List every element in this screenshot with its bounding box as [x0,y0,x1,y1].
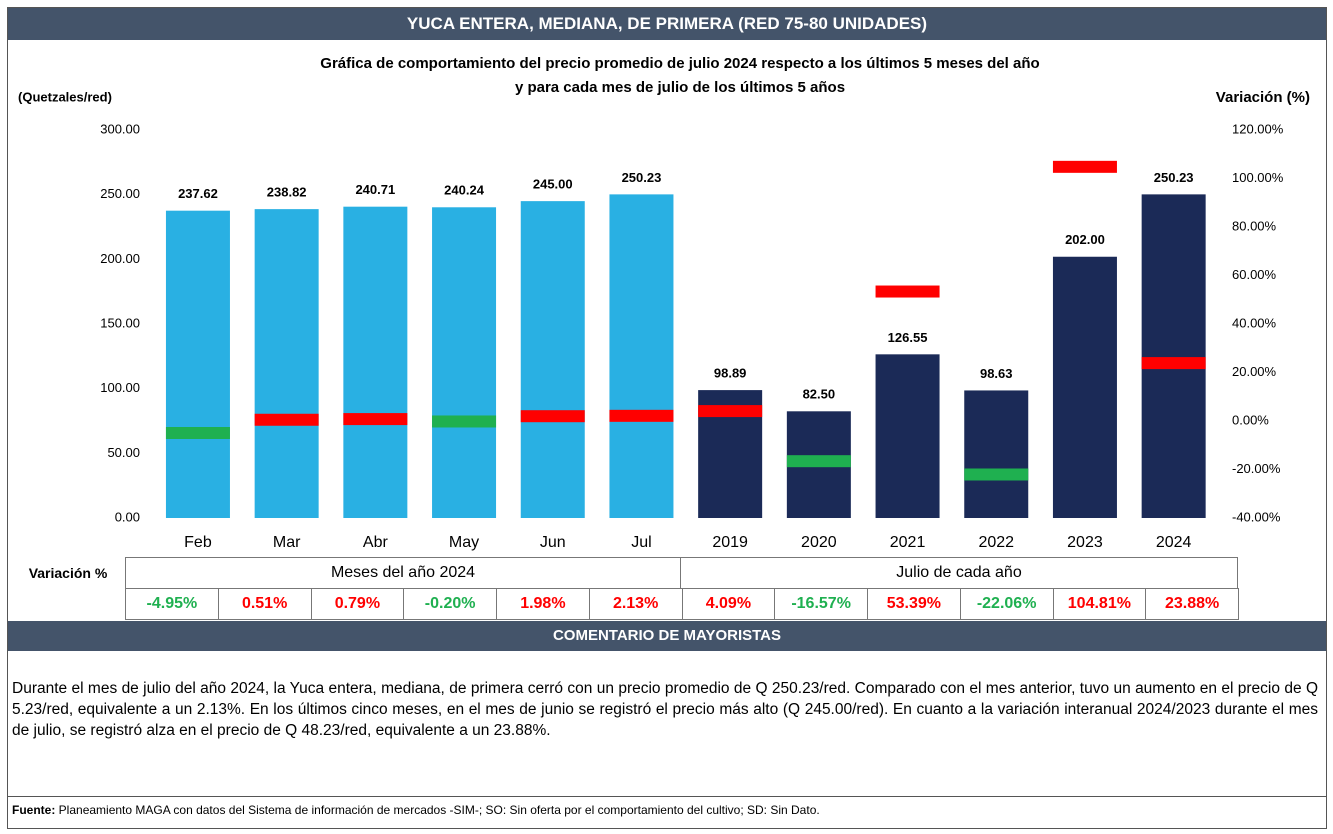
bar [432,207,497,518]
y-tick-label: 250.00 [100,186,140,201]
variation-cell: -4.95% [125,588,219,620]
bar-value-label: 250.23 [1154,170,1194,185]
table-label: Variación % [28,565,108,581]
y2-axis-label: Variación (%) [1216,89,1310,106]
y2-tick-label: 40.00% [1232,315,1277,330]
bar [875,354,940,518]
x-tick-label: 2019 [712,534,748,551]
variation-marker [520,410,585,423]
comment-text: Durante el mes de julio del año 2024, la… [12,680,1318,739]
y-tick-label: 200.00 [100,251,140,266]
bar [165,210,230,518]
x-tick-label: 2020 [801,534,837,551]
bar-value-label: 245.00 [533,177,573,192]
bar-value-label: 98.63 [980,366,1013,381]
chart: Gráfica de comportamiento del precio pro… [18,55,1310,551]
bar [609,194,674,518]
bar [254,209,319,518]
x-tick-label: Abr [363,534,389,551]
footer-label: Fuente: [12,803,56,817]
y2-tick-label: 20.00% [1232,364,1277,379]
bar-value-label: 240.24 [444,183,485,198]
x-tick-label: 2024 [1156,534,1192,551]
y-tick-label: 50.00 [107,445,140,460]
variation-cell: 1.98% [496,588,590,620]
variation-cell: -16.57% [774,588,868,620]
divider [8,796,1326,797]
y2-tick-label: 120.00% [1232,121,1284,136]
variation-cell: -22.06% [959,588,1054,620]
variation-cell: 23.88% [1145,588,1239,620]
y-axis-label: (Quetzales/red) [18,89,112,104]
variation-marker [964,468,1029,481]
x-tick-label: Jul [631,534,651,551]
variation-cell: 53.39% [867,588,961,620]
y2-tick-label: 60.00% [1232,267,1277,282]
variation-cell: 4.09% [681,588,776,620]
x-tick-label: 2023 [1067,534,1103,551]
x-tick-label: Mar [273,534,301,551]
variation-cell: 2.13% [588,588,683,620]
bar [343,206,408,518]
variation-cell: 104.81% [1052,588,1147,620]
bar-value-label: 250.23 [622,170,662,185]
variation-marker [698,405,763,418]
y-tick-label: 100.00 [100,380,140,395]
variation-marker [875,285,940,298]
variation-marker [609,409,674,422]
comment-title: COMENTARIO DE MAYORISTAS [8,621,1326,651]
y2-tick-label: 0.00% [1232,412,1269,427]
variation-marker [165,427,230,440]
variation-marker [254,413,319,426]
bar-value-label: 82.50 [803,387,836,402]
variation-marker [1141,357,1206,370]
bar-value-label: 126.55 [888,330,928,345]
y2-tick-label: -20.00% [1232,461,1281,476]
bar-value-label: 238.82 [267,185,307,200]
y2-tick-label: 80.00% [1232,218,1277,233]
chart-title: Gráfica de comportamiento del precio pro… [320,55,1039,72]
variation-marker [343,413,408,426]
y2-tick-label: 100.00% [1232,170,1284,185]
footer-text: Planeamiento MAGA con datos del Sistema … [55,803,820,817]
x-tick-label: 2022 [978,534,1014,551]
bar [1141,194,1206,518]
frame [7,7,1327,829]
footer: Fuente: Planeamiento MAGA con datos del … [12,803,820,817]
table-group: Meses del año 2024 [125,557,681,589]
bar [520,201,585,518]
x-tick-label: 2021 [890,534,926,551]
x-tick-label: Feb [184,534,212,551]
bar [1052,256,1117,518]
bar-value-label: 202.00 [1065,232,1105,247]
y2-tick-label: -40.00% [1232,509,1281,524]
variation-cell: 0.51% [217,588,312,620]
variation-marker [1052,160,1117,173]
bar-value-label: 98.89 [714,366,747,381]
bar-value-label: 240.71 [355,182,395,197]
variation-cell: -0.20% [403,588,497,620]
y-tick-label: 0.00 [115,509,140,524]
chart-title: y para cada mes de julio de los últimos … [515,79,845,96]
x-tick-label: May [449,534,479,551]
y-tick-label: 150.00 [100,315,140,330]
x-tick-label: Jun [540,534,566,551]
variation-cell: 0.79% [310,588,405,620]
bar-value-label: 237.62 [178,186,218,201]
variation-marker [786,455,851,468]
variation-marker [432,415,497,428]
bar [964,390,1029,518]
header-title: YUCA ENTERA, MEDIANA, DE PRIMERA (RED 75… [8,8,1326,40]
table-group: Julio de cada año [680,557,1238,589]
y-tick-label: 300.00 [100,121,140,136]
